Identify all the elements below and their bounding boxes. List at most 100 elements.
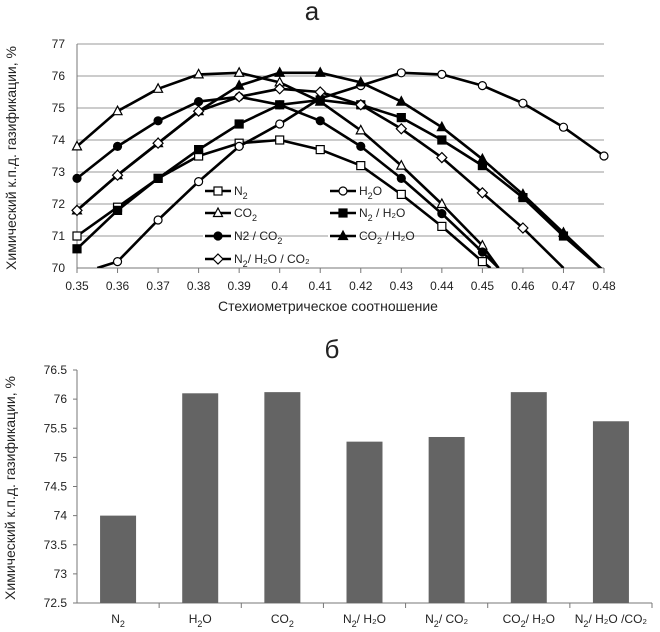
bar-chart-y-axis-title: Химический к.п.д. газификации, %	[2, 376, 18, 600]
data-point-n2-h2o-co2	[233, 90, 246, 103]
legend-label-co2: CO2	[234, 206, 257, 223]
data-point-n2-co2	[112, 141, 123, 151]
data-point-n2-h2o	[234, 119, 244, 129]
data-point-n2	[72, 231, 82, 241]
line-chart-legend: N2 CO2 N2 / CO2 N2/ H₂O / CO₂ H2O N2 / H₂O CO2…	[203, 184, 415, 269]
bar	[264, 392, 301, 603]
data-point-n2-h2o-co2	[192, 105, 205, 118]
data-point-h2o	[599, 151, 609, 161]
series-line-n2-co2	[76, 95, 500, 268]
bar-chart-y-tick-label: 73	[54, 567, 68, 581]
data-point-n2	[437, 221, 447, 231]
data-point-h2o	[275, 119, 285, 129]
legend-entry-co2: CO2	[203, 206, 257, 223]
line-chart-x-tick-label: 0.41	[309, 279, 333, 293]
bar-chart-x-tick-label: CO2	[271, 612, 294, 629]
data-point-h2o	[477, 80, 487, 91]
legend-marker-n2-co2	[213, 231, 223, 241]
line-chart-y-tick-label: 74	[52, 133, 66, 147]
data-point-h2o	[194, 177, 204, 187]
data-point-co2-h2o	[274, 66, 286, 77]
data-point-co2	[152, 82, 164, 93]
legend-entry-n2-co2: N2 / CO2	[203, 229, 282, 246]
data-point-co2-h2o	[355, 76, 367, 87]
line-chart-x-tick-label: 0.48	[592, 279, 616, 293]
data-point-n2	[275, 135, 285, 145]
data-point-co2-h2o	[476, 152, 488, 164]
bar-chart-y-tick-label: 74	[54, 509, 68, 523]
data-point-co2-h2o	[395, 95, 407, 106]
legend-label-co2-h2o: CO2 / H₂O	[359, 229, 415, 246]
line-chart-x-tick-label: 0.39	[227, 279, 251, 293]
data-point-n2-co2	[477, 247, 487, 257]
line-chart-x-ticks: 0.35 0.36 0.37 0.38 0.39 0.4 0.41 0.42 0.43 0.44 0…	[65, 279, 616, 293]
data-point-co2	[355, 124, 367, 135]
data-point-co2	[436, 197, 448, 209]
bar	[510, 392, 547, 603]
data-point-h2o	[396, 68, 406, 78]
data-point-h2o	[558, 122, 569, 132]
series-n2-h2o	[72, 95, 603, 268]
legend-marker-co2-h2o	[337, 229, 349, 241]
legend-label-n2-co2: N2 / CO2	[234, 229, 282, 246]
legend-label-n2-h2o-co2: N2/ H₂O / CO₂	[234, 252, 310, 269]
data-point-co2-h2o	[517, 188, 529, 199]
data-point-n2	[315, 145, 325, 155]
legend-entry-n2-h2o-co2: N2/ H₂O / CO₂	[203, 252, 310, 269]
legend-entry-n2: N2	[203, 184, 248, 201]
bar-chart-y-tick-label: 76.5	[44, 363, 68, 377]
line-chart-x-tick-label: 0.4	[271, 279, 288, 293]
line-chart-x-tick-label: 0.37	[146, 279, 170, 293]
data-point-n2-co2	[437, 209, 447, 219]
line-chart-series	[71, 66, 609, 268]
data-point-n2-h2o-co2	[314, 86, 327, 98]
legend-label-n2-h2o: N2 / H₂O	[359, 206, 405, 223]
data-point-n2-h2o-co2	[152, 137, 164, 150]
data-point-h2o	[234, 141, 244, 151]
line-chart-y-axis-title: Химический к.п.д. газификации, %	[3, 46, 19, 270]
legend-label-n2: N2	[234, 184, 248, 201]
line-chart-y-tick-label: 77	[52, 37, 66, 51]
legend-entry-h2o: H2O	[328, 184, 382, 201]
data-point-n2	[356, 161, 366, 171]
data-point-n2-h2o-co2	[111, 169, 124, 182]
data-point-n2	[396, 189, 406, 199]
data-point-n2-h2o-co2	[71, 204, 83, 217]
data-point-n2-h2o	[72, 244, 82, 254]
line-chart-y-tick-label: 76	[52, 69, 66, 83]
data-point-h2o	[153, 215, 163, 225]
line-chart-x-tick-label: 0.47	[552, 279, 576, 293]
panel-b-letter: б	[325, 334, 340, 364]
data-point-n2-h2o	[194, 145, 204, 155]
data-point-n2-co2	[275, 100, 285, 110]
data-point-co2-h2o	[314, 66, 326, 77]
line-chart-x-axis-title: Стехиометрическое соотношение	[218, 298, 438, 314]
data-point-n2-h2o-co2	[273, 82, 286, 95]
bar-chart-x-tick-label: H2O	[189, 612, 212, 629]
line-chart-y-tick-label: 75	[52, 101, 66, 115]
data-point-n2-h2o-co2	[517, 222, 529, 234]
data-point-n2-co2	[315, 116, 325, 126]
line-chart-y-tick-label: 73	[52, 165, 66, 179]
bar-chart-bars	[100, 392, 629, 603]
line-chart-y-tick-label: 70	[52, 261, 66, 275]
data-point-n2-h2o	[153, 173, 163, 183]
data-point-n2-h2o	[396, 112, 406, 123]
legend-marker-n2-h2o-co2	[212, 253, 224, 265]
data-point-n2-h2o-co2	[395, 122, 408, 135]
data-point-h2o	[518, 98, 528, 108]
bar	[592, 421, 629, 603]
series-n2-h2o-co2	[71, 82, 565, 268]
line-chart-axes	[76, 44, 605, 273]
data-point-h2o	[112, 257, 123, 267]
line-chart-x-tick-label: 0.44	[430, 279, 454, 293]
legend-entry-n2-h2o: N2 / H₂O	[328, 206, 405, 223]
bar-chart-x-tick-label: N2/ CO₂	[425, 612, 468, 629]
legend-entry-co2-h2o: CO2 / H₂O	[328, 229, 415, 246]
data-point-co2	[71, 140, 83, 151]
bar-chart-x-tick-label: CO2/ H₂O	[503, 612, 555, 629]
data-point-n2	[477, 257, 487, 267]
bar	[346, 441, 383, 603]
